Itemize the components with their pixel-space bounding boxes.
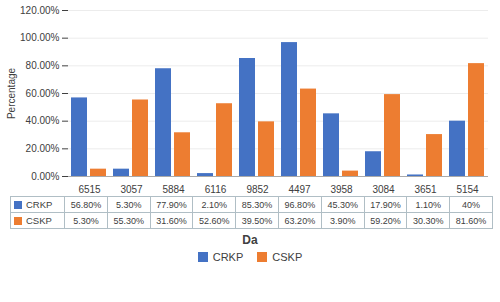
svg-text:3084: 3084 [372, 184, 395, 195]
svg-text:6116: 6116 [205, 184, 227, 195]
html-text:CRKP: CRKP [212, 251, 244, 263]
html-text:1.10%: 1.10% [415, 199, 441, 210]
html-text:56.80%: 56.80% [70, 199, 102, 210]
html-text:5.30%: 5.30% [73, 215, 99, 226]
svg-text:40.00%: 40.00% [26, 115, 60, 126]
svg-text:120.00%: 120.00% [20, 5, 60, 16]
svg-text:5884: 5884 [162, 184, 185, 195]
html-text:63.20%: 63.20% [284, 215, 316, 226]
html-text:59.20%: 59.20% [370, 215, 401, 226]
html-text:CRKP: CRKP [26, 199, 53, 210]
svg-text:20.00%: 20.00% [26, 143, 60, 154]
html-text:52.60%: 52.60% [199, 215, 230, 226]
html-text:55.30%: 55.30% [113, 215, 144, 226]
html-text:30.30%: 30.30% [413, 215, 444, 226]
svg-text:3958: 3958 [330, 184, 353, 195]
svg-text:9852: 9852 [246, 184, 269, 195]
html-text:CSKP: CSKP [272, 251, 303, 263]
svg-text:3651: 3651 [414, 184, 437, 195]
svg-text:Percentage: Percentage [6, 67, 17, 119]
svg-text:60.00%: 60.00% [26, 88, 60, 99]
html-text:2.10%: 2.10% [201, 199, 227, 210]
svg-text:6515: 6515 [78, 184, 101, 195]
html-text:CSKP: CSKP [26, 215, 52, 226]
html-text:40%: 40% [462, 199, 481, 210]
html-text:31.60%: 31.60% [156, 215, 187, 226]
html-text:45.30%: 45.30% [327, 199, 358, 210]
svg-text:4497: 4497 [288, 184, 311, 195]
html-text:Da: Da [242, 233, 258, 247]
html-text:77.90%: 77.90% [156, 199, 187, 210]
svg-text:100.00%: 100.00% [20, 32, 60, 43]
svg-text:5154: 5154 [456, 184, 479, 195]
svg-text:80.00%: 80.00% [26, 60, 60, 71]
html-text:96.80%: 96.80% [284, 199, 316, 210]
html-text:3.90%: 3.90% [329, 215, 356, 226]
svg-text:0.00%: 0.00% [31, 171, 59, 182]
svg-text:3057: 3057 [120, 184, 143, 195]
html-text:39.50%: 39.50% [241, 215, 273, 226]
html-text:17.90%: 17.90% [370, 199, 401, 210]
html-text:81.60%: 81.60% [455, 215, 487, 226]
html-text:5.30%: 5.30% [115, 199, 142, 210]
html-text:85.30%: 85.30% [241, 199, 273, 210]
